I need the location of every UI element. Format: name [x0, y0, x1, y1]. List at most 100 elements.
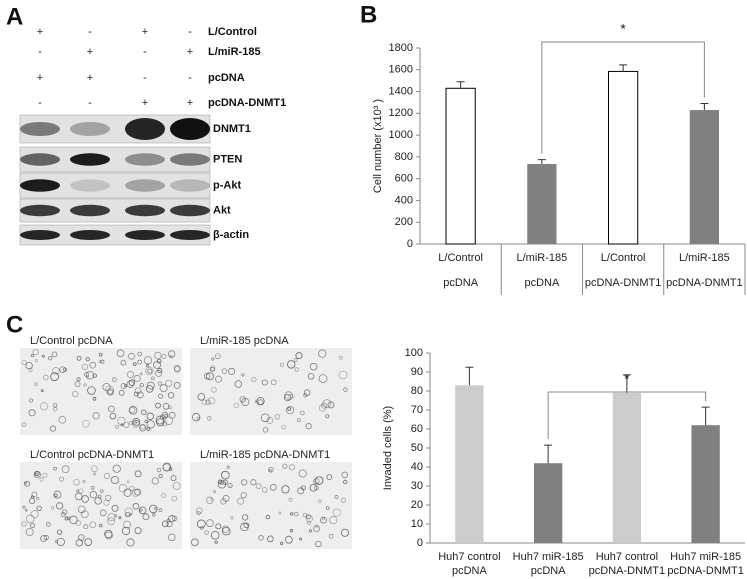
cell-texture: [40, 535, 48, 542]
x-tick-label: Huh7 miR-185: [513, 551, 584, 563]
image-label: L/Control pcDNA-DNMT1: [30, 449, 154, 461]
cell-texture: [39, 477, 44, 482]
error-bar: [619, 64, 628, 72]
cell-texture: [269, 484, 277, 491]
cell-texture: [110, 475, 119, 485]
cell-texture: [227, 482, 233, 489]
y-tick-label: 60: [411, 423, 423, 435]
error-bar: [537, 159, 546, 164]
panel-letter: A: [6, 3, 23, 30]
cell-texture: [284, 535, 293, 544]
blot-band: [70, 153, 110, 166]
cell-texture: [167, 392, 175, 399]
x-tick-label: pcDNA: [531, 565, 567, 577]
bar: [455, 385, 484, 543]
cell-texture: [21, 521, 27, 527]
cell-texture: [293, 511, 299, 517]
y-tick-label: 400: [395, 194, 413, 206]
condition-mark: +: [187, 46, 193, 58]
cell-texture: [85, 357, 90, 362]
cell-texture: [61, 465, 70, 474]
cell-texture: [118, 516, 122, 520]
cell-texture: [126, 538, 135, 547]
cell-texture: [267, 535, 274, 543]
cell-texture: [134, 488, 142, 496]
cell-texture: [152, 513, 156, 517]
condition-mark: -: [38, 97, 42, 109]
cell-texture: [25, 527, 34, 537]
cell-texture: [42, 472, 48, 478]
cell-texture: [132, 417, 141, 426]
cell-texture: [146, 381, 155, 390]
error-bar: [465, 366, 474, 386]
cell-texture: [168, 467, 173, 471]
cell-texture: [171, 495, 178, 502]
cell-texture: [103, 499, 110, 506]
x-tick-label: L/Control: [438, 252, 483, 264]
cell-texture: [53, 466, 57, 471]
y-tick-label: 1600: [389, 64, 413, 76]
cell-texture: [266, 417, 274, 424]
cell-texture: [76, 489, 80, 493]
x-tick-label: Huh7 control: [596, 551, 658, 563]
cell-texture: [100, 359, 105, 364]
cell-texture: [129, 485, 135, 492]
cell-texture: [327, 401, 335, 409]
bar: [533, 463, 563, 543]
cell-texture: [321, 402, 328, 409]
cell-texture: [128, 352, 135, 360]
y-tick-label: 1000: [389, 129, 413, 141]
blot-band: [20, 122, 60, 136]
cell-texture: [128, 421, 133, 425]
cell-texture: [279, 362, 284, 367]
cell-texture: [251, 376, 257, 383]
cell-texture: [197, 393, 206, 401]
cell-texture: [59, 476, 65, 482]
cell-texture: [210, 498, 214, 502]
blot-band: [20, 204, 60, 217]
cell-texture: [124, 507, 133, 516]
cell-texture: [268, 466, 274, 473]
cell-texture: [340, 528, 349, 537]
cell-texture: [260, 413, 270, 423]
condition-label: pcDNA-DNMT1: [208, 97, 286, 109]
cell-texture: [126, 480, 130, 484]
cell-texture: [103, 472, 111, 480]
cell-texture: [288, 497, 293, 502]
cell-texture: [305, 423, 312, 430]
condition-label: L/miR-185: [208, 46, 261, 58]
cell-texture: [157, 381, 162, 386]
cell-texture: [25, 361, 33, 370]
cell-texture: [134, 527, 142, 535]
cell-texture: [289, 512, 294, 516]
cell-texture: [126, 371, 135, 379]
cell-texture: [256, 397, 265, 406]
y-tick-label: 90: [411, 366, 423, 378]
condition-mark: +: [87, 46, 93, 58]
cell-texture: [288, 464, 295, 471]
cell-texture: [153, 360, 161, 369]
y-tick-label: 0: [407, 238, 413, 250]
condition-mark: -: [38, 46, 42, 58]
cell-texture: [281, 485, 290, 494]
cell-texture: [116, 349, 125, 358]
image-label: L/Control pcDNA: [30, 335, 113, 347]
cell-texture: [222, 479, 228, 485]
y-axis-label: Cell number (x10³ ): [372, 99, 384, 193]
cell-texture: [289, 529, 294, 533]
blot-label: β-actin: [213, 229, 249, 241]
x-tick-label: L/miR-185: [517, 252, 568, 264]
cell-texture: [288, 394, 294, 400]
cell-texture: [334, 495, 339, 500]
blot-band: [70, 179, 110, 192]
cell-texture: [115, 424, 120, 429]
panel-letter: C: [6, 311, 23, 338]
significance-bracket: [547, 391, 707, 440]
cell-texture: [261, 486, 268, 493]
significance-mark: *: [624, 371, 630, 387]
cell-texture: [107, 517, 116, 526]
cell-texture: [317, 499, 322, 504]
cell-texture: [151, 376, 155, 381]
cell-texture: [207, 397, 216, 405]
cell-texture: [83, 383, 87, 387]
